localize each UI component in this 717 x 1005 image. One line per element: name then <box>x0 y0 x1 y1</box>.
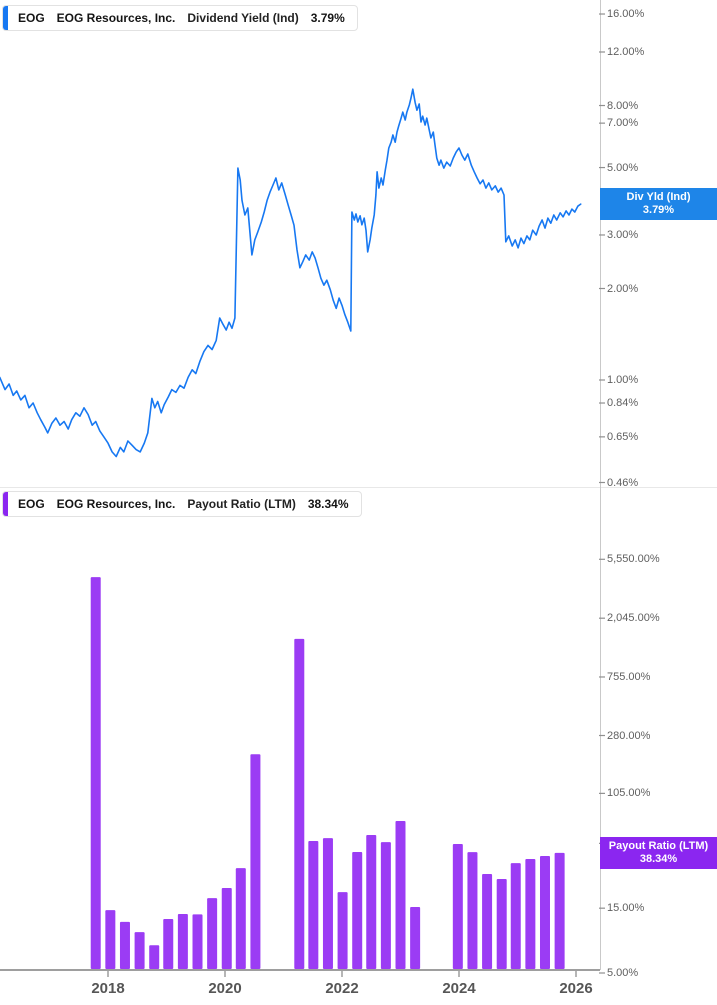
payout-ratio-bar <box>119 921 130 969</box>
payout-ratio-bar <box>554 852 565 969</box>
payout-ratio-bar <box>177 913 188 969</box>
payout-ratio-bar <box>366 835 377 969</box>
y-axis-tick-label-bottom: 5.00% <box>607 967 639 979</box>
last-value-badge-payout-ratio: Payout Ratio (LTM) 38.34% <box>600 837 717 869</box>
payout-ratio-bar <box>235 868 246 969</box>
y-axis-tick-label-top: 0.65% <box>607 430 639 443</box>
payout-ratio-bar <box>525 859 536 969</box>
legend-chip-payout-ratio[interactable]: EOG EOG Resources, Inc. Payout Ratio (LT… <box>2 491 362 517</box>
payout-ratio-bar <box>134 932 145 969</box>
badge-title: Payout Ratio (LTM) <box>608 840 709 852</box>
legend-accent-bar-blue <box>3 6 8 30</box>
x-axis-year-label: 2026 <box>559 980 593 997</box>
badge-value: 38.34% <box>639 853 678 865</box>
payout-ratio-bar <box>467 852 478 969</box>
y-axis-tick-label-top: 2.00% <box>607 282 639 295</box>
legend-metric: Dividend Yield (Ind) <box>187 11 299 25</box>
payout-ratio-bar <box>539 856 550 969</box>
y-axis-tick-label-top: 0.46% <box>607 476 639 489</box>
legend-metric: Payout Ratio (LTM) <box>187 497 296 511</box>
legend-ticker: EOG <box>18 497 45 511</box>
payout-ratio-bar <box>410 907 421 969</box>
payout-ratio-bar <box>105 910 116 969</box>
legend-ticker: EOG <box>18 11 45 25</box>
payout-ratio-bar <box>322 838 333 969</box>
payout-ratio-bar <box>395 821 406 969</box>
legend-chip-dividend-yield[interactable]: EOG EOG Resources, Inc. Dividend Yield (… <box>2 5 358 31</box>
legend-accent-bar-purple <box>3 492 8 516</box>
payout-ratio-bar <box>163 918 174 969</box>
payout-ratio-bar <box>452 844 463 969</box>
payout-ratio-bar <box>90 577 101 969</box>
y-axis-tick-label-top: 5.00% <box>607 161 639 174</box>
payout-ratio-bar <box>352 851 363 969</box>
last-value-badge-div-yld: Div Yld (Ind) 3.79% <box>600 188 717 220</box>
x-axis-year-label: 2020 <box>208 980 242 997</box>
x-axis-year-label: 2024 <box>442 980 476 997</box>
payout-ratio-bar <box>380 842 391 969</box>
payout-ratio-bar <box>510 863 521 969</box>
y-axis-tick-label-bottom: 5,550.00% <box>607 553 660 566</box>
payout-ratio-bar <box>482 873 493 969</box>
y-axis-tick-label-top: 12.00% <box>607 45 645 58</box>
payout-ratio-bar <box>221 888 232 969</box>
y-axis-tick-label-top: 7.00% <box>607 117 639 130</box>
y-axis-tick-label-bottom: 755.00% <box>607 670 651 683</box>
payout-ratio-bar <box>496 878 507 969</box>
badge-title: Div Yld (Ind) <box>626 191 691 203</box>
x-axis-year-label: 2018 <box>91 980 125 997</box>
x-axis-year-label: 2022 <box>325 980 359 997</box>
y-axis-tick-label-bottom: 15.00% <box>607 902 645 915</box>
payout-ratio-bar <box>250 754 261 969</box>
legend-company: EOG Resources, Inc. <box>56 497 176 511</box>
y-axis-tick-label-top: 1.00% <box>607 374 639 386</box>
y-axis-tick-label-top: 8.00% <box>607 99 639 112</box>
legend-company: EOG Resources, Inc. <box>56 11 176 25</box>
payout-ratio-bar <box>207 898 218 969</box>
y-axis-tick-label-bottom: 2,045.00% <box>607 612 660 625</box>
y-axis-tick-label-top: 3.00% <box>607 228 639 241</box>
badge-value: 3.79% <box>642 204 675 216</box>
payout-ratio-bar <box>294 638 305 969</box>
payout-ratio-bar <box>308 841 319 969</box>
payout-ratio-bar <box>192 914 203 969</box>
legend-value: 3.79% <box>310 11 345 25</box>
y-axis-tick-label-top: 16.00% <box>607 8 645 21</box>
payout-ratio-bar <box>337 892 348 969</box>
dividend-yield-line <box>0 88 582 458</box>
y-axis-tick-label-top: 0.84% <box>607 397 639 409</box>
y-axis-tick-label-bottom: 105.00% <box>607 787 651 800</box>
payout-ratio-bar <box>149 945 160 969</box>
y-axis-tick-label-bottom: 280.00% <box>607 729 651 742</box>
legend-value: 38.34% <box>307 497 349 511</box>
